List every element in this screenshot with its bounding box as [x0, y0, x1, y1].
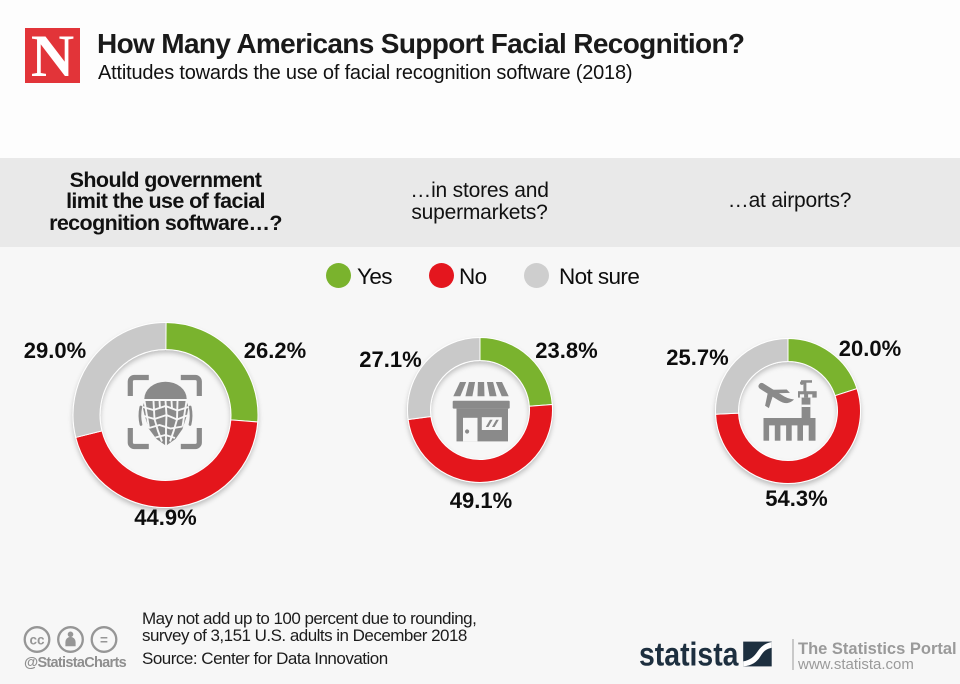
svg-text:=: =	[100, 633, 108, 648]
svg-text:cc: cc	[29, 632, 45, 647]
svg-text:statista: statista	[640, 639, 739, 669]
